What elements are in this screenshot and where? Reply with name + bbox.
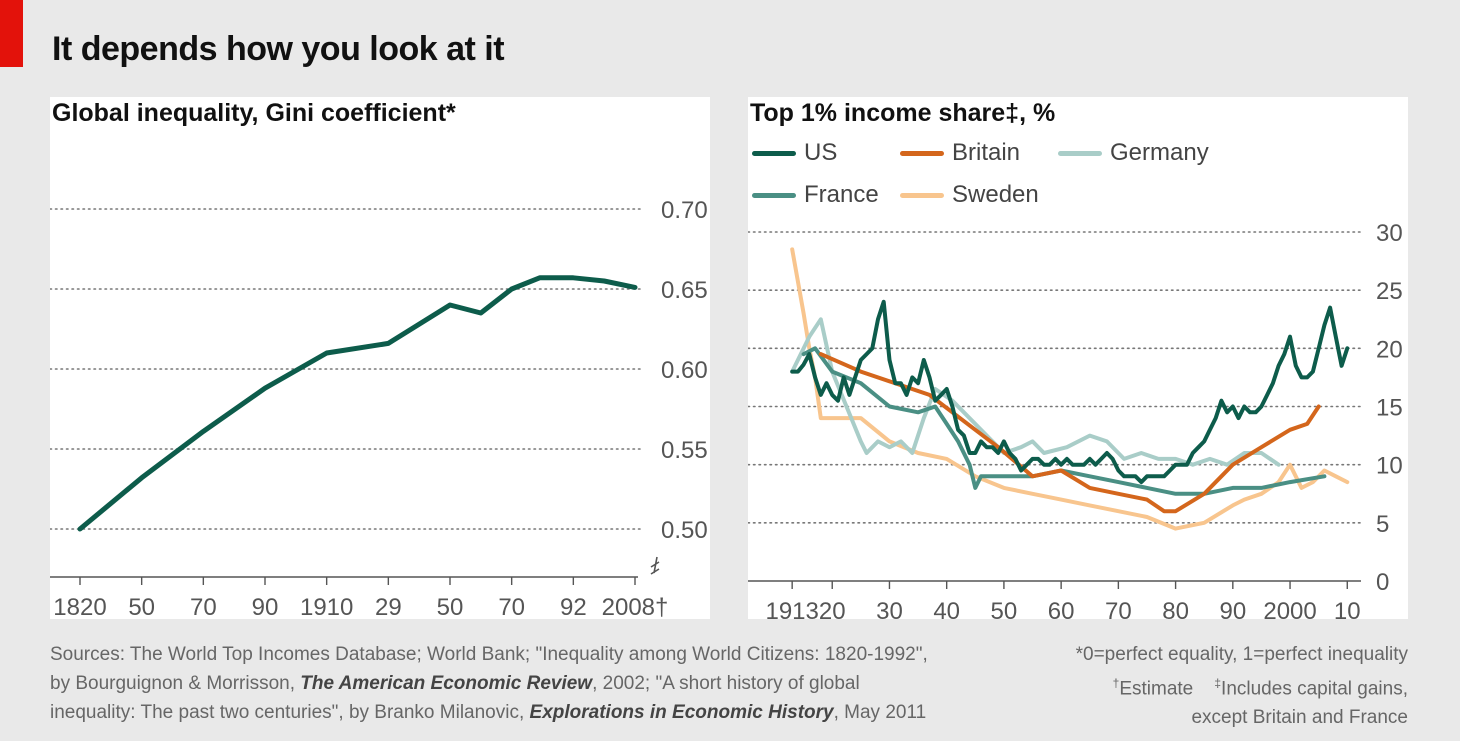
- top1-x-tick-label: 30: [876, 598, 903, 619]
- legend-label-france: France: [804, 181, 879, 208]
- top1-x-tick-label: 1913: [765, 598, 818, 619]
- series-line-britain: [818, 352, 1321, 514]
- legend-label-us: US: [804, 139, 838, 166]
- legend-swatch-france: [752, 192, 796, 198]
- axis-break-icon: [650, 556, 660, 575]
- sources-text: by Bourguignon & Morrisson,: [50, 673, 301, 694]
- journal-name: Explorations in Economic History: [529, 702, 834, 723]
- gini-x-tick-label: 90: [252, 594, 279, 619]
- sources-line-1: Sources: The World Top Incomes Database;…: [50, 644, 928, 665]
- gini-panel: Global inequality, Gini coefficient* 0.5…: [50, 97, 710, 619]
- top1-y-tick-label: 0: [1376, 569, 1389, 596]
- dagger-mark: †: [1112, 676, 1120, 690]
- gini-x-tick-label: 2008†: [602, 594, 669, 619]
- notes-footnote: *0=perfect equality, 1=perfect inequalit…: [1008, 640, 1408, 732]
- top1-x-tick-label: 60: [1048, 598, 1075, 619]
- legend-label-germany: Germany: [1110, 139, 1209, 166]
- top1-y-tick-label: 20: [1376, 336, 1403, 363]
- series-line-sweden: [790, 247, 1350, 531]
- series-line-germany: [790, 317, 1281, 467]
- note-estimate: Estimate: [1119, 678, 1194, 700]
- top1-x-tick-label: 70: [1105, 598, 1132, 619]
- sources-line-2: by Bourguignon & Morrisson, The American…: [50, 669, 1010, 698]
- gini-y-tick-label: 0.50: [661, 517, 708, 544]
- legend-label-britain: Britain: [952, 139, 1021, 166]
- gini-x-tick-label: 1910: [300, 594, 353, 619]
- top1-x-tick-label: 2000: [1263, 598, 1316, 619]
- gini-x-tick-label: 70: [498, 594, 525, 619]
- legend-swatch-germany: [1058, 150, 1102, 156]
- note-gini-definition: *0=perfect equality, 1=perfect inequalit…: [1075, 644, 1408, 665]
- note-estimate-capital-gains: †Estimate ‡Includes capital gains,: [1008, 669, 1408, 703]
- legend-label-sweden: Sweden: [952, 181, 1039, 208]
- gini-x-tick-label: 92: [560, 594, 587, 619]
- sources-text: inequality: The past two centuries", by …: [50, 702, 530, 723]
- gini-series-line: [77, 275, 638, 532]
- gini-chart: 0.50 0.55 0.60 0.65 0.70 1820 50 70 90 1910 29 50 70…: [50, 197, 708, 619]
- top1-y-tick-label: 10: [1376, 453, 1403, 480]
- gini-y-tick-label: 0.65: [661, 277, 708, 304]
- legend-item-us: US: [752, 139, 837, 167]
- sources-text: , May 2011: [833, 702, 927, 723]
- gini-x-tick-label: 50: [437, 594, 464, 619]
- top1-legend: US Britain Germany France Sweden: [752, 139, 1312, 219]
- top1-y-tick-label: 15: [1376, 395, 1403, 422]
- gini-x-tick-label: 29: [375, 594, 402, 619]
- top1-chart-title: Top 1% income share‡, %: [750, 99, 1056, 127]
- top1-x-tick-label: 80: [1162, 598, 1189, 619]
- series-line-us: [790, 299, 1350, 485]
- legend-swatch-britain: [900, 150, 944, 156]
- top1-x-tick-label: 40: [933, 598, 960, 619]
- gini-y-tick-label: 0.70: [661, 197, 708, 224]
- double-dagger-mark: ‡: [1214, 676, 1222, 690]
- top1-y-tick-label: 30: [1376, 220, 1403, 247]
- legend-item-britain: Britain: [900, 139, 1020, 167]
- top1-y-tick-label: 25: [1376, 278, 1403, 305]
- legend-item-france: France: [752, 181, 879, 209]
- note-capital-gains: Includes capital gains,: [1221, 678, 1408, 700]
- legend-item-sweden: Sweden: [900, 181, 1039, 209]
- note-exception: except Britain and France: [1191, 707, 1408, 729]
- sources-footnote: Sources: The World Top Incomes Database;…: [50, 640, 1010, 727]
- legend-swatch-sweden: [900, 192, 944, 198]
- legend-swatch-us: [752, 150, 796, 156]
- gini-y-tick-label: 0.55: [661, 437, 708, 464]
- top1-x-tick-label: 50: [991, 598, 1018, 619]
- sources-line-3: inequality: The past two centuries", by …: [50, 698, 1010, 727]
- top1-x-tick-label: 90: [1219, 598, 1246, 619]
- gini-y-tick-label: 0.60: [661, 357, 708, 384]
- top1-x-tick-label: 10: [1334, 598, 1361, 619]
- legend-item-germany: Germany: [1058, 139, 1209, 167]
- top1-x-tick-label: 20: [819, 598, 846, 619]
- series-line-france: [801, 346, 1327, 496]
- gini-x-tick-label: 1820: [53, 594, 106, 619]
- journal-name: The American Economic Review: [300, 673, 593, 694]
- gini-chart-title: Global inequality, Gini coefficient*: [52, 99, 456, 127]
- top1-y-tick-label: 5: [1376, 511, 1389, 538]
- top1-panel: Top 1% income share‡, % US Britain Germa…: [748, 97, 1408, 619]
- gini-x-tick-label: 50: [128, 594, 155, 619]
- sources-text: , 2002; "A short history of global: [592, 673, 860, 694]
- gini-x-tick-label: 70: [190, 594, 217, 619]
- accent-tab: [0, 0, 23, 67]
- headline: It depends how you look at it: [52, 30, 505, 68]
